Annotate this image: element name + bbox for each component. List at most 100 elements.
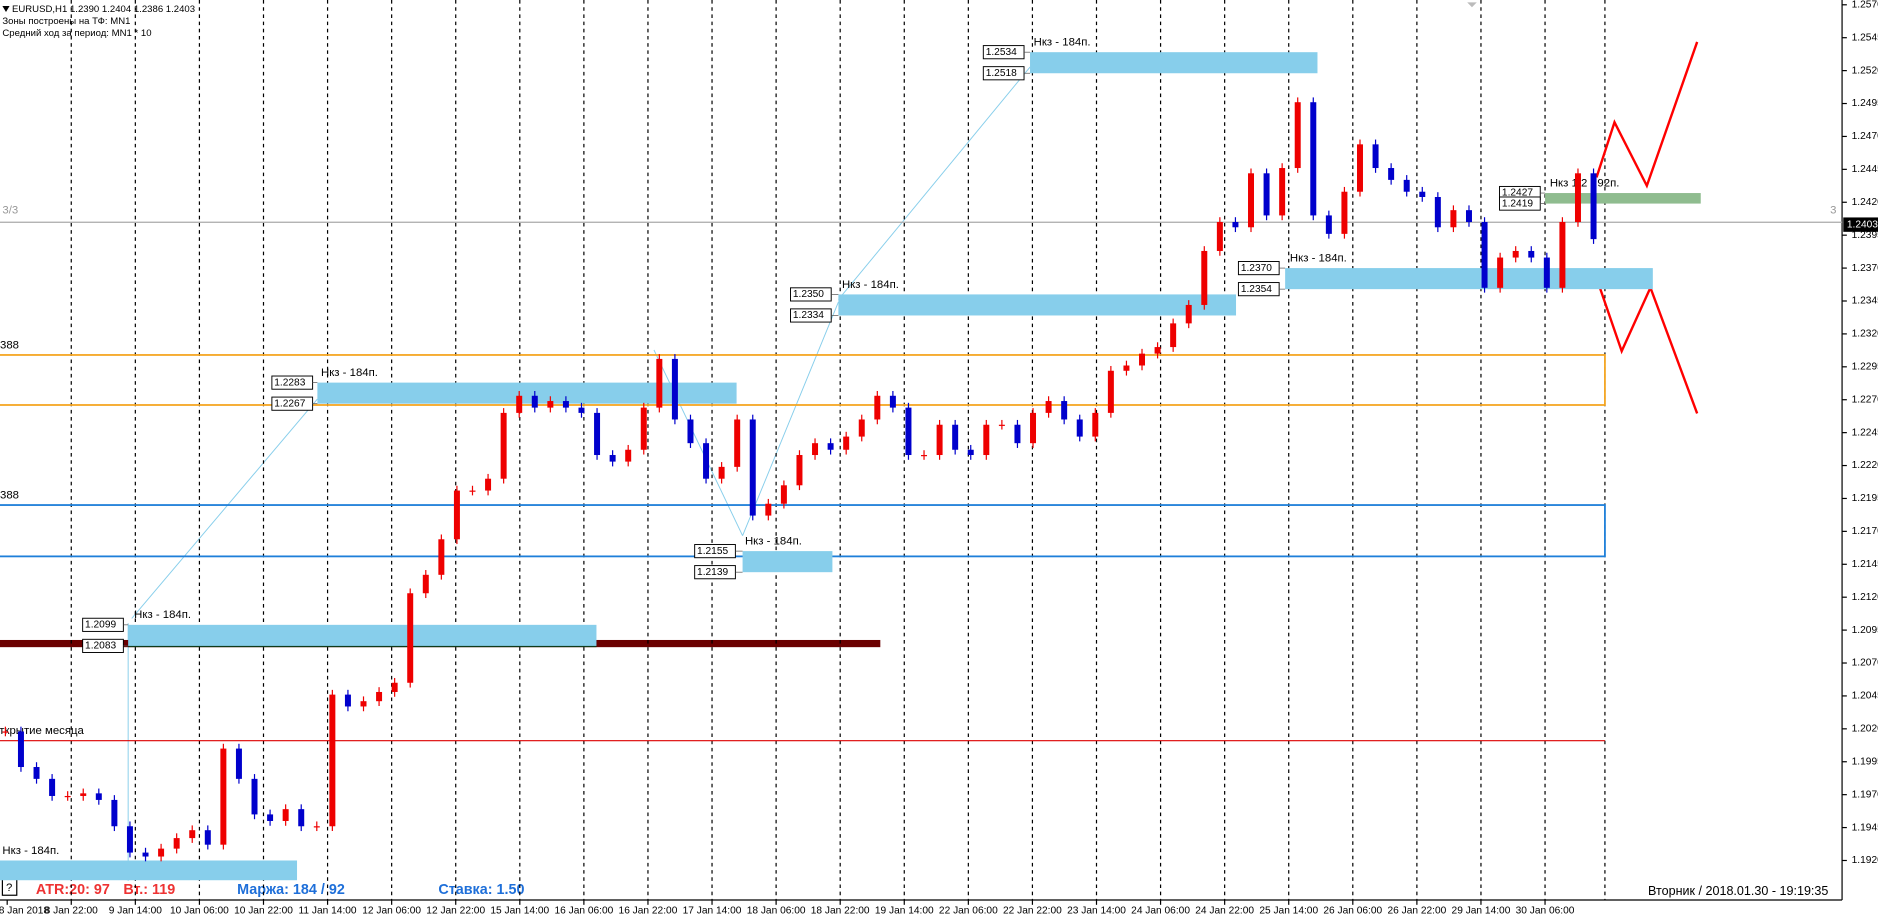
time-tick-label: 19 Jan 14:00 bbox=[875, 906, 934, 917]
price-tick-label: 1.2295 bbox=[1852, 362, 1878, 373]
candle bbox=[1139, 353, 1146, 366]
price-tick-label: 1.2345 bbox=[1852, 296, 1878, 307]
candle bbox=[905, 407, 912, 456]
price-tick-label: 1.2370 bbox=[1852, 263, 1878, 274]
candle bbox=[1201, 250, 1208, 305]
candle bbox=[1061, 401, 1068, 420]
zone bbox=[838, 294, 1237, 316]
price-tick-label: 1.2520 bbox=[1852, 65, 1878, 76]
price-label: 1.2427 bbox=[1502, 188, 1533, 199]
candle bbox=[1185, 304, 1192, 324]
candle bbox=[1216, 222, 1223, 251]
candle bbox=[718, 466, 725, 479]
price-tick-label: 1.2245 bbox=[1852, 427, 1878, 438]
candle bbox=[49, 778, 56, 796]
price-tick-label: 1.1945 bbox=[1852, 822, 1878, 833]
help[interactable]: ? bbox=[6, 882, 12, 894]
candle bbox=[889, 395, 896, 408]
candle bbox=[671, 358, 678, 420]
header: Зоны построены на ТФ: MN1 bbox=[2, 16, 130, 27]
price-tick-label: 1.2270 bbox=[1852, 394, 1878, 405]
candle bbox=[734, 419, 741, 467]
time-tick-label: 11 Jan 14:00 bbox=[299, 906, 357, 917]
level-box bbox=[0, 354, 1606, 406]
candle bbox=[313, 826, 320, 828]
candle bbox=[1279, 168, 1286, 216]
candle bbox=[1372, 144, 1379, 169]
time-tick-label: 16 Jan 22:00 bbox=[619, 906, 678, 917]
time-tick-label: 15 Jan 14:00 bbox=[490, 906, 549, 917]
zone-label: Нкз - 184п. bbox=[321, 367, 378, 379]
connector bbox=[131, 398, 318, 619]
candle bbox=[1403, 179, 1410, 192]
candle bbox=[220, 748, 227, 845]
candle bbox=[111, 799, 118, 827]
candle bbox=[983, 424, 990, 456]
candle bbox=[95, 793, 102, 800]
level-label: 388 bbox=[0, 339, 19, 351]
time-tick-label: 17 Jan 14:00 bbox=[683, 906, 742, 917]
candle bbox=[1325, 215, 1332, 234]
datetime: Вторник / 2018.01.30 - 19:19:35 bbox=[1648, 884, 1828, 898]
candle bbox=[1559, 222, 1566, 288]
candle bbox=[64, 795, 71, 798]
candle bbox=[235, 748, 242, 779]
candle bbox=[33, 767, 40, 779]
candle bbox=[1232, 222, 1239, 228]
candle bbox=[578, 407, 585, 413]
candle bbox=[1497, 257, 1504, 288]
zone-label: Нкз - 184п. bbox=[842, 279, 899, 291]
time-tick-label: 9 Jan 14:00 bbox=[109, 906, 162, 917]
candle bbox=[1419, 191, 1426, 197]
time-tick-label: 16 Jan 06:00 bbox=[554, 906, 613, 917]
candle bbox=[843, 436, 850, 450]
price-tick-label: 1.2395 bbox=[1852, 230, 1878, 241]
marker bbox=[1467, 2, 1477, 8]
candle bbox=[1248, 173, 1254, 228]
vt: Вт.: 119 bbox=[123, 882, 175, 898]
shift-label: 3/3 bbox=[2, 204, 18, 216]
candle bbox=[1092, 412, 1099, 437]
candle bbox=[2, 731, 9, 733]
candle bbox=[173, 838, 180, 849]
time-tick-label: 10 Jan 06:00 bbox=[170, 906, 229, 917]
candle bbox=[1574, 173, 1581, 223]
time-tick-label: 26 Jan 06:00 bbox=[1323, 906, 1382, 917]
price-label: 1.2139 bbox=[697, 567, 728, 578]
time-tick-label: 12 Jan 06:00 bbox=[362, 906, 421, 917]
candle bbox=[812, 443, 819, 456]
candle bbox=[1030, 412, 1037, 444]
candle bbox=[422, 574, 429, 594]
candle bbox=[1107, 370, 1114, 413]
candle bbox=[640, 407, 647, 450]
price-tick-label: 1.2495 bbox=[1852, 98, 1878, 109]
candle bbox=[1481, 222, 1488, 288]
month-open-label: Открытие месяца bbox=[0, 725, 84, 737]
candle bbox=[80, 793, 87, 796]
candle bbox=[1076, 419, 1083, 437]
header: Средний ход за период: MN1 * 10 bbox=[2, 28, 151, 39]
time-tick-label: 30 Jan 06:00 bbox=[1516, 906, 1575, 917]
candle bbox=[998, 424, 1005, 426]
candle bbox=[251, 778, 258, 815]
candle bbox=[1512, 250, 1519, 258]
time-tick-label: 10 Jan 22:00 bbox=[234, 906, 293, 917]
candle bbox=[391, 682, 398, 692]
time-tick-label: 8 Jan 2018 bbox=[0, 906, 49, 917]
price-tick-label: 1.2570 bbox=[1852, 0, 1878, 10]
candle bbox=[360, 701, 367, 707]
candle bbox=[17, 731, 24, 768]
zone bbox=[1030, 52, 1318, 74]
candle bbox=[952, 424, 959, 450]
candle bbox=[1450, 210, 1457, 228]
candle bbox=[858, 419, 865, 437]
price-tick-label: 1.2420 bbox=[1852, 197, 1878, 208]
candle bbox=[1528, 250, 1535, 258]
candle bbox=[921, 455, 928, 457]
zone-label: Нкз - 184п. bbox=[134, 609, 191, 621]
candle bbox=[516, 395, 523, 413]
zone bbox=[1545, 193, 1701, 204]
price-tick-label: 1.1920 bbox=[1852, 855, 1878, 866]
